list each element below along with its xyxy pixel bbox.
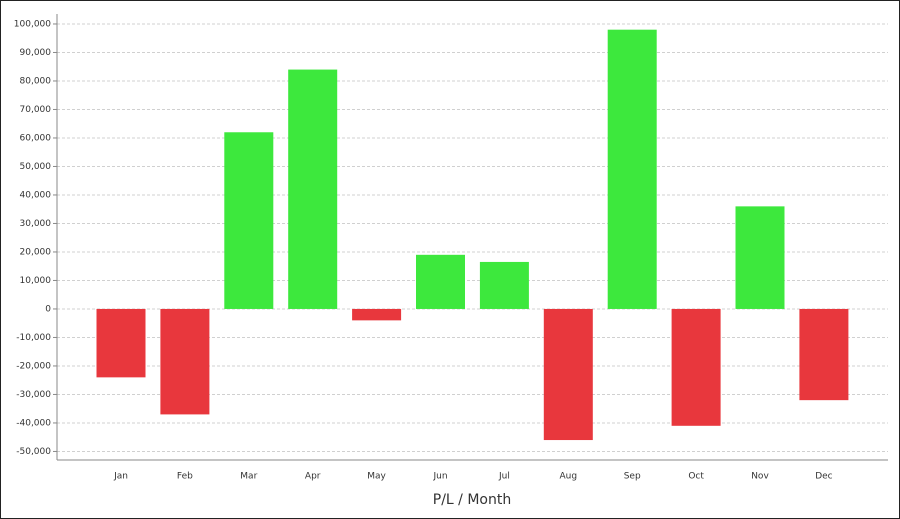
x-tick-label: Jun <box>432 472 447 482</box>
bar <box>607 29 657 309</box>
y-tick-label: 50,000 <box>20 162 52 172</box>
bar <box>96 308 146 378</box>
y-tick-label: 20,000 <box>20 247 52 257</box>
bar <box>799 308 849 401</box>
y-tick-label: 40,000 <box>20 190 52 200</box>
y-tick-label: 0 <box>45 304 51 314</box>
bar <box>671 308 721 426</box>
bar <box>416 254 465 309</box>
y-tick-label: 60,000 <box>20 133 52 143</box>
y-tick-label: 10,000 <box>20 276 52 286</box>
x-axis-label: P/L / Month <box>433 492 511 508</box>
x-tick-label: Aug <box>560 472 578 482</box>
bar <box>735 206 785 309</box>
x-tick-label: Feb <box>177 472 193 482</box>
y-tick-label: 30,000 <box>20 219 52 229</box>
y-tick-label: 100,000 <box>14 19 51 29</box>
x-tick-label: Nov <box>751 472 769 482</box>
bar <box>479 261 529 309</box>
x-tick-label: Oct <box>688 472 704 482</box>
y-tick-label: -10,000 <box>16 333 51 343</box>
x-tick-label: Jan <box>113 472 128 482</box>
y-tick-label: -20,000 <box>16 361 51 371</box>
x-tick-label: Sep <box>624 472 641 482</box>
bar <box>543 308 593 441</box>
bar <box>160 308 210 415</box>
y-tick-label: 70,000 <box>20 105 52 115</box>
x-tick-label: Dec <box>815 472 832 482</box>
bar <box>352 308 402 321</box>
y-tick-label: 90,000 <box>20 48 52 58</box>
x-tick-label: Apr <box>305 472 321 482</box>
y-tick-label: -30,000 <box>16 390 51 400</box>
x-tick-label: May <box>367 472 386 482</box>
bar <box>224 132 274 309</box>
y-tick-label: 80,000 <box>20 76 52 86</box>
y-tick-label: -40,000 <box>16 418 51 428</box>
x-tick-label: Mar <box>240 472 257 482</box>
y-tick-label: -50,000 <box>16 447 51 457</box>
x-tick-label: Jul <box>498 472 510 482</box>
bar <box>288 69 338 309</box>
